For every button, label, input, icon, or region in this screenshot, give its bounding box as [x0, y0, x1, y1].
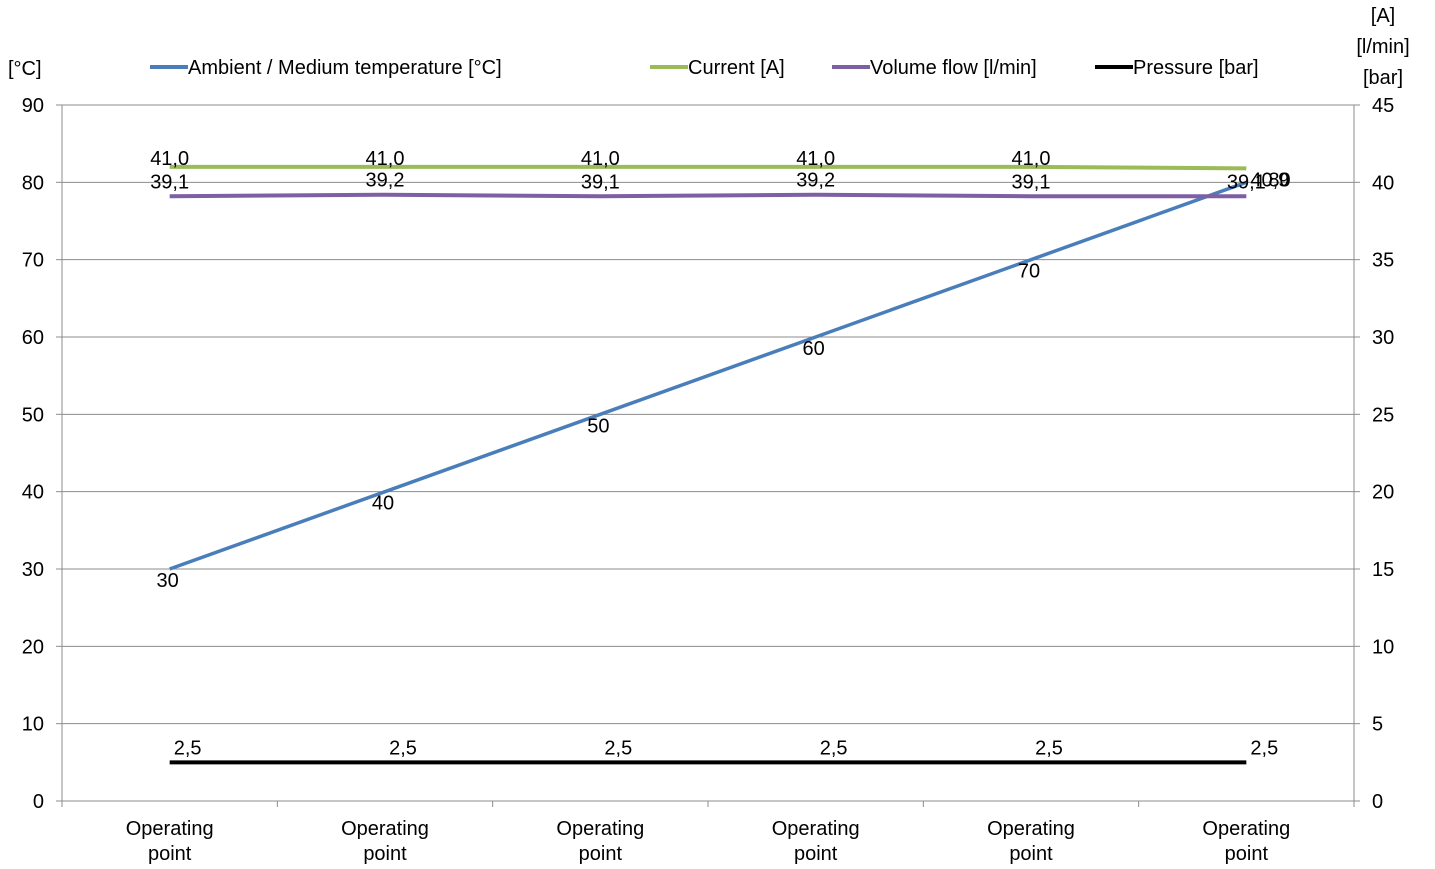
right-tick-label: 35 [1372, 250, 1394, 272]
left-tick-label: 90 [22, 95, 44, 117]
right-axis-unit-label: [A] [1371, 5, 1395, 27]
x-tick-label: Operating point [556, 818, 644, 865]
x-tick-label: Operating point [341, 818, 429, 865]
data-label-pressure: 2,5 [1035, 737, 1063, 759]
data-label-current: 41,0 [796, 148, 835, 170]
right-tick-label: 40 [1372, 172, 1394, 194]
legend-label-temperature: Ambient / Medium temperature [°C] [188, 57, 502, 79]
x-tick-label: Operating point [772, 818, 860, 865]
left-tick-label: 80 [22, 172, 44, 194]
data-label-temperature: 70 [1018, 261, 1040, 283]
right-tick-label: 45 [1372, 95, 1394, 117]
right-tick-label: 25 [1372, 404, 1394, 426]
series-line-volume-flow [169, 192, 1247, 199]
data-label-pressure: 2,5 [174, 737, 202, 759]
right-tick-label: 15 [1372, 559, 1394, 581]
data-label-current: 40,9 [1250, 169, 1289, 191]
data-label-pressure: 2,5 [389, 737, 417, 759]
data-label-volume-flow: 39,1 [150, 171, 189, 193]
data-label-volume-flow: 39,1 [581, 171, 620, 193]
left-axis-unit-label: [°C] [8, 58, 42, 80]
data-label-current: 41,0 [366, 148, 405, 170]
right-tick-label: 0 [1372, 791, 1383, 813]
left-axis-ticks: 0 10 20 30 40 50 60 70 80 90 [22, 95, 44, 813]
left-tick-label: 70 [22, 250, 44, 272]
right-tick-label: 30 [1372, 327, 1394, 349]
right-axis-ticks: 0 5 10 15 20 25 30 35 40 45 [1372, 95, 1394, 813]
data-label-pressure: 2,5 [604, 737, 632, 759]
data-label-temperature: 30 [157, 570, 179, 592]
data-label-temperature: 50 [587, 415, 609, 437]
left-tick-label: 60 [22, 327, 44, 349]
series-line-temperature [169, 180, 1247, 571]
right-axis-unit-label: [bar] [1363, 67, 1403, 89]
x-tick-label: Operating point [987, 818, 1075, 865]
axes [56, 104, 1360, 807]
data-label-volume-flow: 39,2 [796, 170, 835, 192]
left-tick-label: 10 [22, 714, 44, 736]
data-label-pressure: 2,5 [820, 737, 848, 759]
left-tick-label: 40 [22, 482, 44, 504]
legend: Ambient / Medium temperature [°C] Current… [150, 57, 1259, 79]
series-lines [169, 164, 1247, 765]
data-label-temperature: 80 [1268, 169, 1290, 191]
legend-label-pressure: Pressure [bar] [1133, 57, 1259, 79]
data-label-volume-flow: 39,1 [1012, 171, 1051, 193]
data-label-pressure: 2,5 [1250, 737, 1278, 759]
data-label-volume-flow: 39,2 [366, 170, 405, 192]
x-axis-ticks: Operating point Operating point Operating poi… [126, 818, 1291, 865]
data-label-current: 41,0 [150, 148, 189, 170]
data-label-volume-flow: 39,1 [1227, 171, 1266, 193]
left-tick-label: 50 [22, 404, 44, 426]
x-tick-label: Operating point [1202, 818, 1290, 865]
legend-label-volume-flow: Volume flow [l/min] [870, 57, 1037, 79]
data-label-temperature: 40 [372, 493, 394, 515]
right-tick-label: 5 [1372, 714, 1383, 736]
x-tick-label: Operating point [126, 818, 214, 865]
legend-label-current: Current [A] [688, 57, 785, 79]
left-tick-label: 20 [22, 636, 44, 658]
data-label-current: 41,0 [581, 148, 620, 170]
right-tick-label: 20 [1372, 482, 1394, 504]
right-axis-unit-label: [l/min] [1356, 36, 1409, 58]
right-tick-label: 10 [1372, 636, 1394, 658]
grid-lines [62, 104, 1354, 725]
series-line-current [169, 164, 1247, 171]
right-axis-unit-labels: [A] [l/min] [bar] [1356, 5, 1409, 89]
left-tick-label: 0 [33, 791, 44, 813]
data-label-temperature: 60 [803, 338, 825, 360]
left-tick-label: 30 [22, 559, 44, 581]
data-label-current: 41,0 [1012, 148, 1051, 170]
